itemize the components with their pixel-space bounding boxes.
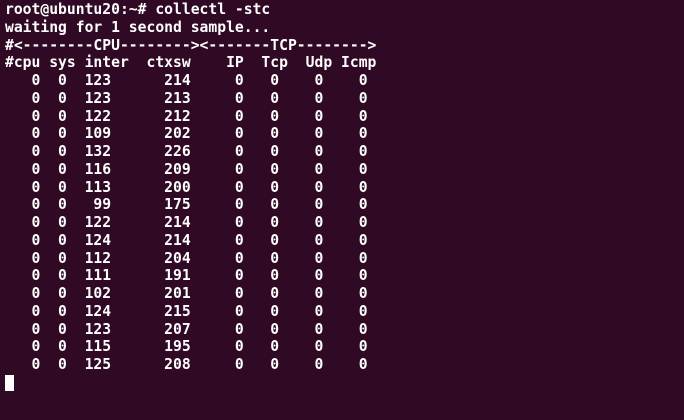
- terminal-row: 0 0 113 200 0 0 0 0: [5, 178, 368, 196]
- table-banner-line: #<--------CPU--------><-------TCP-------…: [5, 37, 684, 55]
- terminal-row: 0 0 99 175 0 0 0 0: [5, 196, 368, 214]
- terminal-row: 0 0 109 202 0 0 0 0: [5, 125, 368, 143]
- terminal-row: 0 0 116 209 0 0 0 0: [5, 160, 368, 178]
- terminal-row: 0 0 115 195 0 0 0 0: [5, 338, 368, 356]
- table-header-line: #cpu sys inter ctxsw IP Tcp Udp Icmp: [5, 54, 684, 72]
- terminal-row: 0 0 123 213 0 0 0 0: [5, 89, 368, 107]
- terminal-row: 0 0 124 214 0 0 0 0: [5, 231, 368, 249]
- terminal-row: 0 0 111 191 0 0 0 0: [5, 267, 368, 285]
- terminal-row: 0 0 123 214 0 0 0 0: [5, 72, 368, 89]
- terminal-row: 0 0 102 201 0 0 0 0: [5, 285, 368, 302]
- status-text: waiting for 1 second sample...: [5, 18, 271, 36]
- status-line: waiting for 1 second sample...: [5, 19, 684, 37]
- terminal-row: 0 0 132 226 0 0 0 0: [5, 143, 368, 160]
- cursor-line: [5, 374, 684, 392]
- table-header-text: #cpu sys inter ctxsw IP Tcp Udp Icmp: [5, 54, 377, 72]
- terminal-row: 0 0 122 214 0 0 0 0: [5, 214, 368, 231]
- terminal-rows: 0 0 123 214 0 0 0 0 0 0 123 213 0 0 0 0 …: [5, 72, 684, 374]
- terminal-screen[interactable]: root@ubuntu20:~# collectl -stc waiting f…: [5, 1, 684, 420]
- terminal-row: 0 0 122 212 0 0 0 0: [5, 107, 368, 125]
- terminal-row: 0 0 123 207 0 0 0 0: [5, 320, 368, 338]
- terminal-row: 0 0 125 208 0 0 0 0: [5, 356, 368, 373]
- prompt-line: root@ubuntu20:~# collectl -stc: [5, 1, 684, 19]
- table-banner-text: #<--------CPU--------><-------TCP-------…: [5, 36, 377, 54]
- terminal-row: 0 0 124 215 0 0 0 0: [5, 302, 368, 320]
- prompt-command-text: root@ubuntu20:~# collectl -stc: [5, 1, 271, 18]
- terminal-row: 0 0 112 204 0 0 0 0: [5, 249, 368, 267]
- block-cursor: [5, 374, 14, 391]
